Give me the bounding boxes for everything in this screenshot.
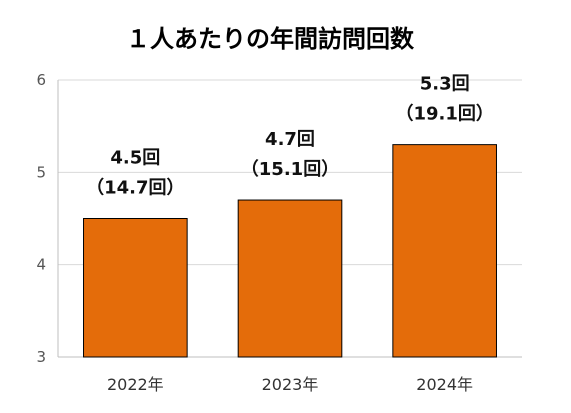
data-label-total: （15.1回） [241,159,339,180]
x-tick-label: 2023年 [262,375,319,394]
data-label-value: 5.3回 [420,74,470,95]
data-label-value: 4.7回 [265,129,315,150]
x-axis-ticks: 2022年 2023年 2024年 [107,375,473,394]
bar [237,199,343,358]
x-tick-label: 2022年 [107,375,164,394]
bar [392,144,497,358]
data-labels: 4.5回 （14.7回） 4.7回 （15.1回） 5.3回 （19.1回） [86,74,494,199]
y-tick-label: 5 [36,163,46,181]
data-label-value: 4.5回 [110,148,160,169]
y-tick-label: 4 [36,256,46,274]
y-tick-label: 3 [36,348,46,366]
chart-title: １人あたりの年間訪問回数 [126,25,415,53]
y-tick-label: 6 [36,71,46,89]
bar [83,218,188,358]
data-label-total: （19.1回） [395,104,493,125]
y-axis-ticks: 3 4 5 6 [36,71,46,366]
data-label-total: （14.7回） [86,178,184,199]
bars [83,144,497,358]
x-tick-label: 2024年 [416,375,473,394]
